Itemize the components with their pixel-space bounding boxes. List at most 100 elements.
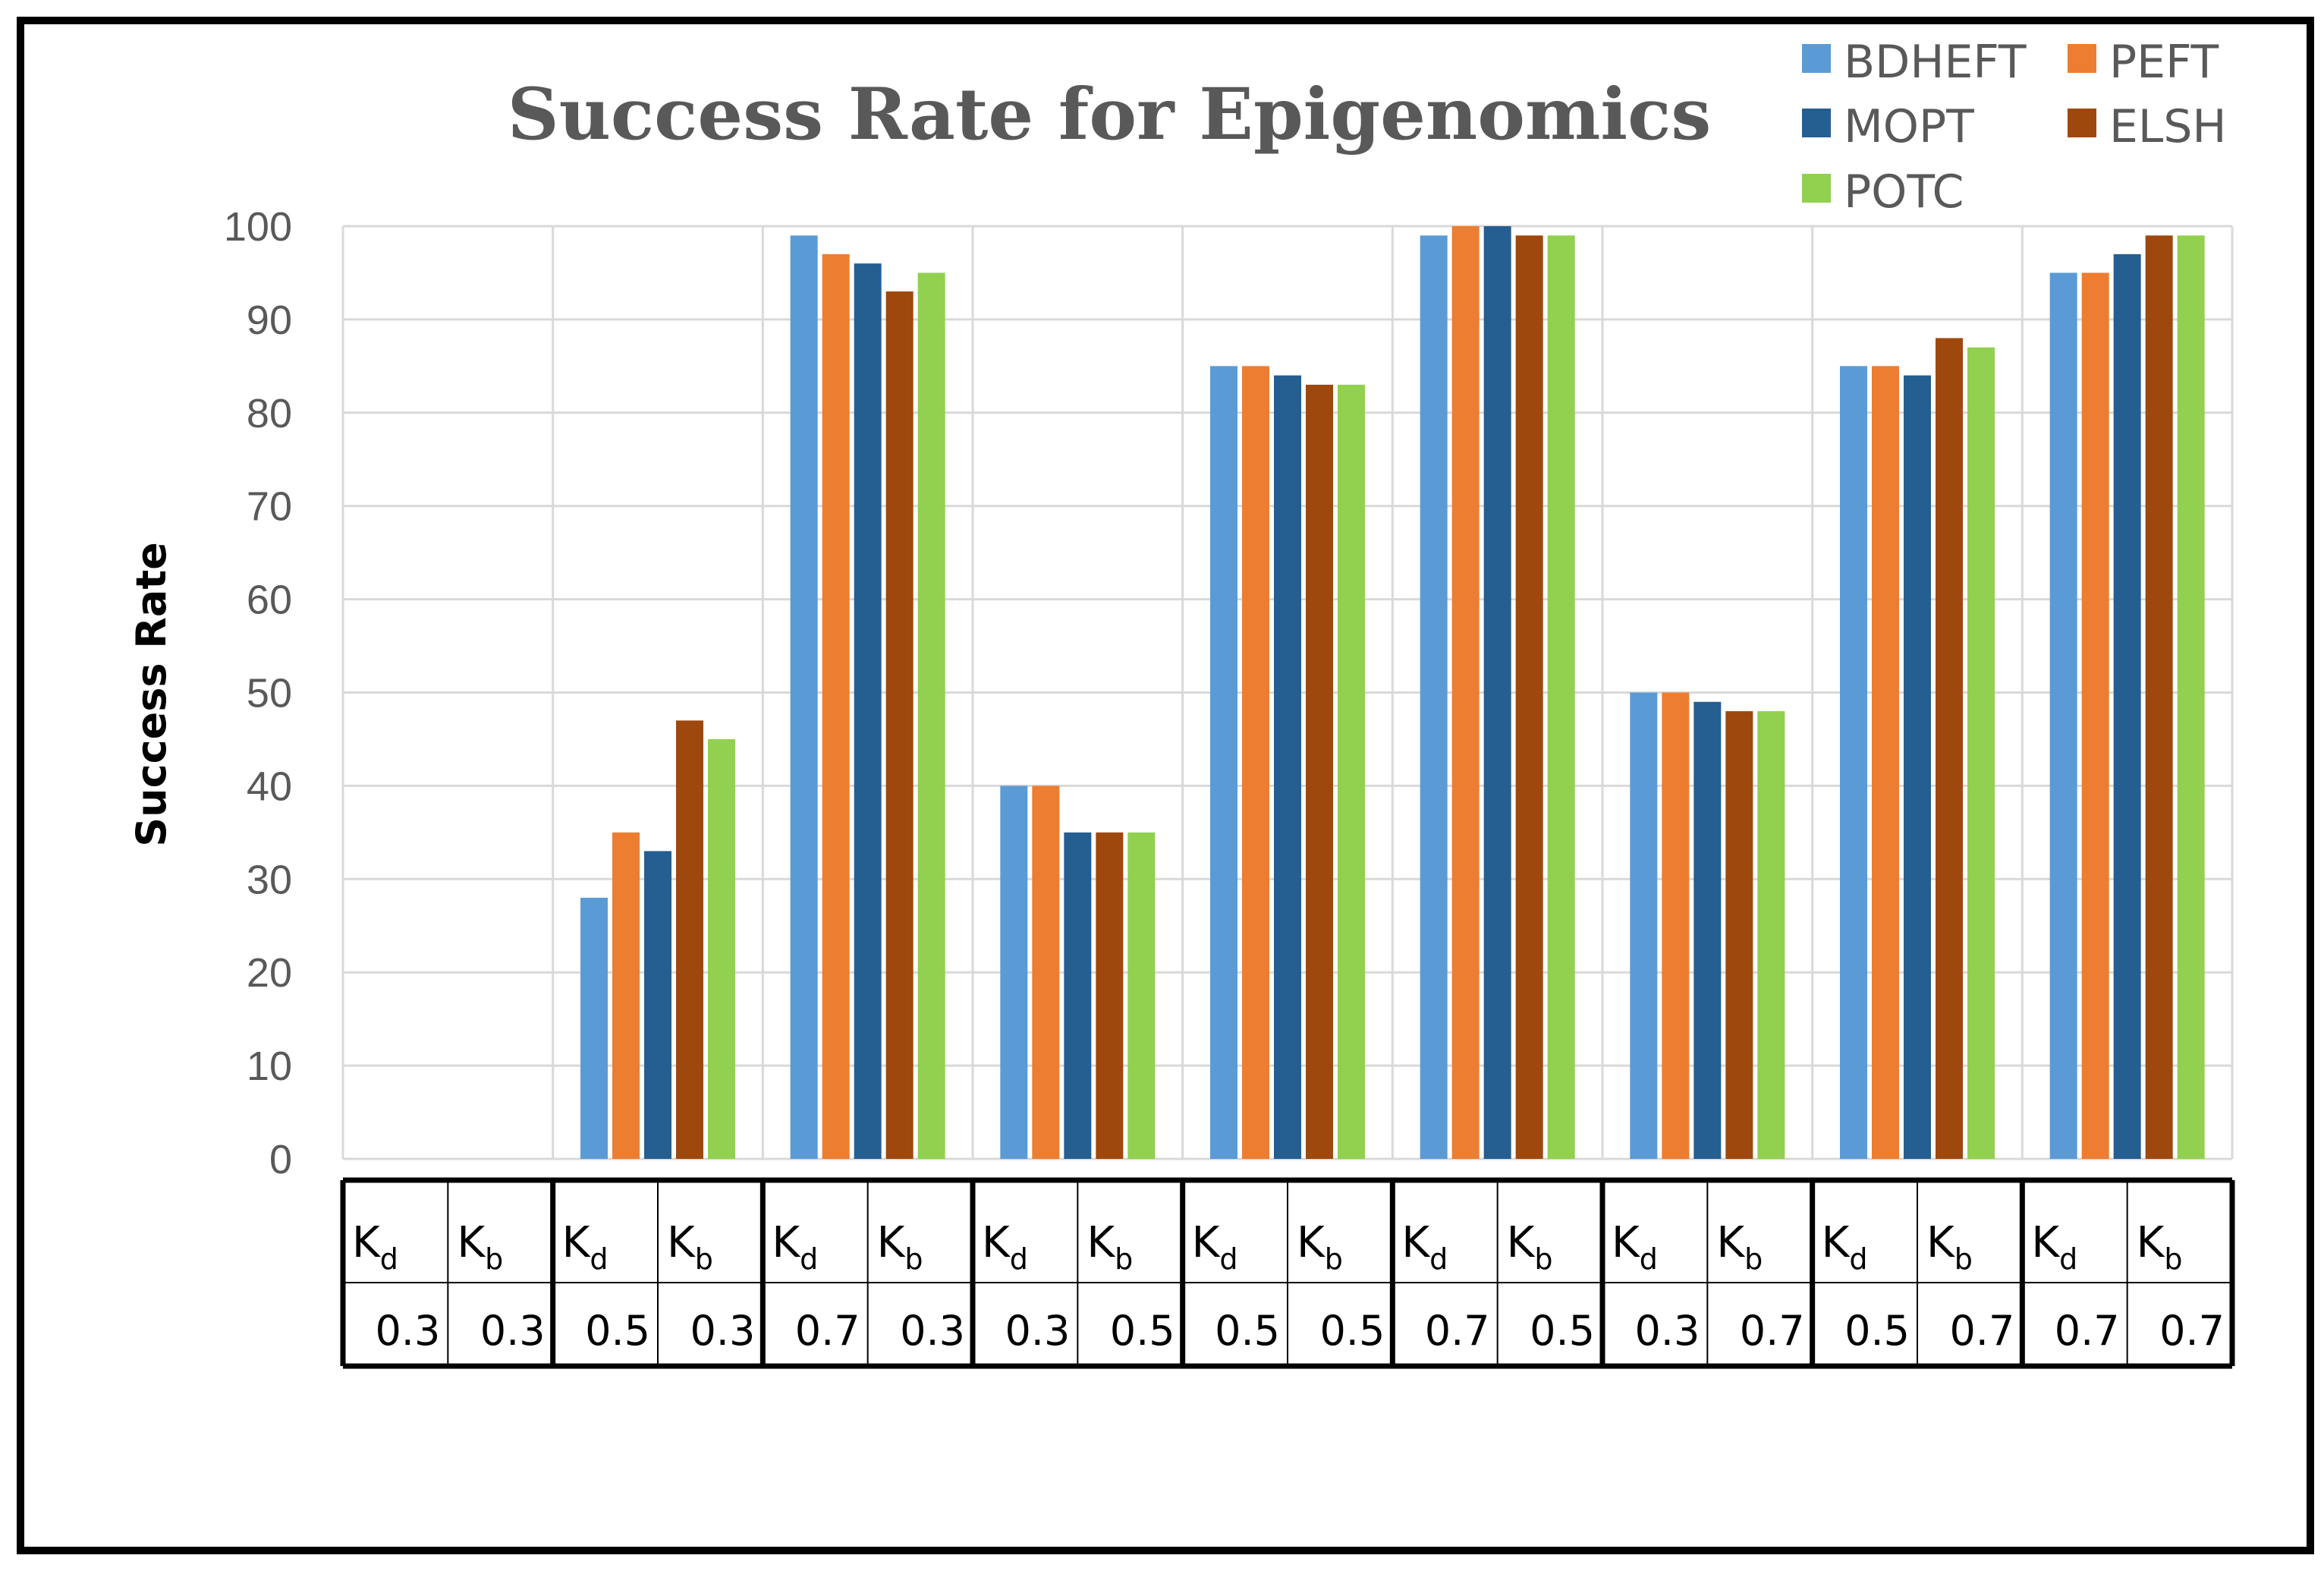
bar <box>1338 384 1365 1159</box>
bar <box>2177 235 2205 1159</box>
bar <box>1000 786 1028 1159</box>
param-name: Kd <box>1612 1218 1658 1276</box>
bar <box>1451 226 1480 1159</box>
bar <box>790 235 818 1159</box>
bar <box>1032 786 1060 1159</box>
param-value: 0.5 <box>1530 1307 1595 1355</box>
bar <box>612 832 640 1159</box>
legend-swatch <box>1802 109 1831 137</box>
y-tick-label: 90 <box>247 298 292 343</box>
bar <box>1420 235 1448 1159</box>
bar <box>1127 832 1156 1159</box>
bar <box>1630 692 1658 1159</box>
bar <box>1210 366 1237 1160</box>
y-tick-label: 50 <box>247 671 292 716</box>
param-name: Kb <box>1716 1218 1763 1276</box>
bar <box>708 738 735 1159</box>
bar <box>1242 366 1269 1160</box>
param-name: Kb <box>1297 1218 1343 1276</box>
param-value: 0.3 <box>900 1307 965 1355</box>
bar <box>1693 701 1722 1159</box>
y-axis-ticks: 0 10 20 30 40 50 60 70 80 90 100 <box>224 204 292 1182</box>
legend: BDHEFT PEFT MOPT ELSH POTC <box>1802 36 2227 219</box>
legend-swatch <box>2068 44 2096 73</box>
param-name: Kb <box>667 1218 713 1276</box>
bar <box>676 720 703 1159</box>
param-name: Kb <box>1087 1218 1133 1276</box>
param-value: 0.5 <box>585 1307 650 1355</box>
param-value: 0.3 <box>1634 1307 1700 1355</box>
bar <box>2145 235 2173 1159</box>
param-value: 0.5 <box>1215 1307 1280 1355</box>
bar <box>1662 692 1690 1159</box>
param-value: 0.3 <box>375 1307 440 1355</box>
bar <box>885 291 914 1159</box>
legend-swatch <box>2068 109 2096 137</box>
param-value: 0.3 <box>1005 1307 1070 1355</box>
param-name: Kd <box>352 1218 398 1276</box>
y-tick-label: 60 <box>247 578 292 623</box>
bar <box>822 253 850 1159</box>
param-name: Kd <box>982 1218 1028 1276</box>
param-name: Kb <box>1926 1218 1973 1276</box>
bar <box>580 897 608 1159</box>
bars <box>580 226 2205 1160</box>
param-name: Kb <box>1507 1218 1553 1276</box>
param-name: Kd <box>1401 1218 1448 1276</box>
param-value: 0.5 <box>1844 1307 1910 1355</box>
legend-label: MOPT <box>1844 100 1974 153</box>
y-tick-label: 20 <box>247 950 292 996</box>
y-tick-label: 70 <box>247 484 292 530</box>
param-value: 0.3 <box>480 1307 546 1355</box>
legend-swatch <box>1802 174 1831 203</box>
bar <box>1064 832 1092 1159</box>
bar <box>1547 235 1575 1159</box>
bar <box>854 263 882 1159</box>
param-value: 0.7 <box>1740 1307 1805 1355</box>
bar <box>1483 226 1511 1159</box>
legend-label: BDHEFT <box>1844 36 2027 89</box>
y-tick-label: 40 <box>247 763 292 809</box>
y-tick-label: 10 <box>247 1044 292 1089</box>
y-axis-label: Success Rate <box>127 542 175 847</box>
param-value: 0.7 <box>1425 1307 1490 1355</box>
legend-label: ELSH <box>2109 100 2227 153</box>
param-value: 0.7 <box>795 1307 860 1355</box>
y-tick-label: 30 <box>247 857 292 902</box>
bar <box>1096 832 1124 1159</box>
bar <box>1306 384 1333 1159</box>
param-value: 0.5 <box>1110 1307 1175 1355</box>
param-name: Kd <box>2031 1218 2077 1276</box>
param-name: Kd <box>772 1218 818 1276</box>
param-value: 0.3 <box>690 1307 755 1355</box>
bar <box>917 272 945 1160</box>
legend-label: POTC <box>1844 165 1964 219</box>
bar <box>1872 366 1899 1160</box>
bar <box>1840 366 1867 1160</box>
bar <box>1967 347 1995 1159</box>
bar <box>1757 711 1785 1159</box>
y-tick-label: 80 <box>247 391 292 436</box>
bar <box>2081 272 2109 1160</box>
param-name: Kb <box>2137 1218 2183 1276</box>
param-value: 0.7 <box>1949 1307 2014 1355</box>
param-name: Kb <box>877 1218 923 1276</box>
bar <box>2049 272 2077 1160</box>
param-name: Kd <box>1822 1218 1868 1276</box>
param-value: 0.7 <box>2159 1307 2225 1355</box>
param-value: 0.7 <box>2055 1307 2120 1355</box>
y-tick-label: 0 <box>269 1137 292 1182</box>
legend-label: PEFT <box>2109 36 2219 89</box>
chart-title: Success Rate for Epigenomics <box>508 73 1712 156</box>
bar <box>1904 375 1931 1159</box>
y-tick-label: 100 <box>224 204 292 250</box>
parameter-table: Kd 0.3 Kb 0.3 Kd 0.5 Kb 0.3 Kd 0.7 Kb 0.3 Kd 0.3 Kb 0.5… <box>340 1177 2235 1369</box>
param-name: Kb <box>457 1218 503 1276</box>
bar <box>2113 253 2141 1159</box>
bar <box>1725 711 1753 1159</box>
param-value: 0.5 <box>1319 1307 1385 1355</box>
bar <box>1515 235 1543 1159</box>
param-name: Kd <box>1192 1218 1238 1276</box>
legend-swatch <box>1802 44 1831 73</box>
